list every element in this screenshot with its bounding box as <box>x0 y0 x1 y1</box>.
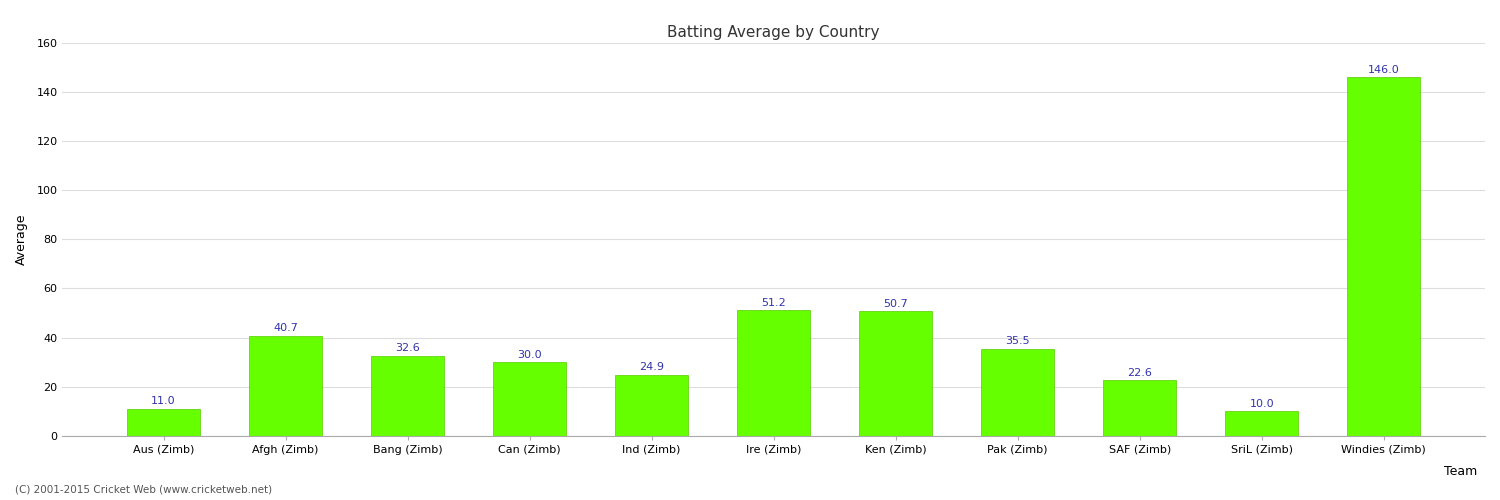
Bar <box>615 374 689 436</box>
Title: Batting Average by Country: Batting Average by Country <box>668 25 880 40</box>
Text: 32.6: 32.6 <box>394 344 420 353</box>
Bar <box>249 336 322 436</box>
Text: 10.0: 10.0 <box>1250 399 1274 409</box>
Text: 40.7: 40.7 <box>273 324 298 334</box>
Text: 51.2: 51.2 <box>762 298 786 308</box>
Text: 11.0: 11.0 <box>152 396 176 406</box>
Text: 35.5: 35.5 <box>1005 336 1031 346</box>
Bar <box>1102 380 1176 436</box>
Text: 24.9: 24.9 <box>639 362 664 372</box>
Y-axis label: Average: Average <box>15 214 28 265</box>
Bar <box>370 356 444 436</box>
Bar <box>736 310 810 436</box>
Bar <box>1226 412 1299 436</box>
Text: 50.7: 50.7 <box>884 299 908 309</box>
Bar <box>1347 77 1420 436</box>
Text: 30.0: 30.0 <box>518 350 542 360</box>
Bar <box>128 409 200 436</box>
Bar <box>494 362 566 436</box>
Bar <box>859 312 933 436</box>
Text: 146.0: 146.0 <box>1368 64 1400 74</box>
Bar <box>981 348 1054 436</box>
Text: Team: Team <box>1444 465 1478 478</box>
Text: 22.6: 22.6 <box>1128 368 1152 378</box>
Text: (C) 2001-2015 Cricket Web (www.cricketweb.net): (C) 2001-2015 Cricket Web (www.cricketwe… <box>15 485 272 495</box>
